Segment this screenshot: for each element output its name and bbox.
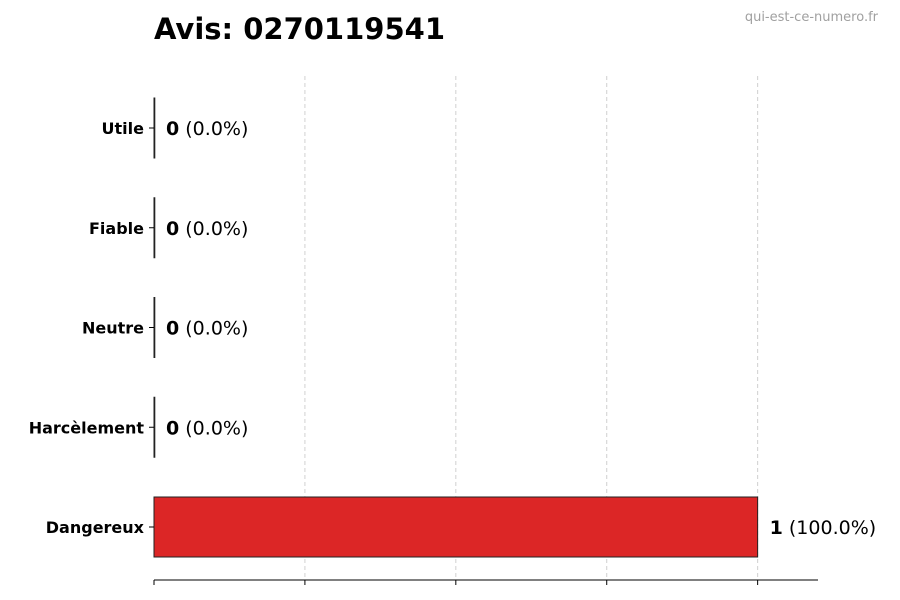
y-tick-label: Neutre bbox=[82, 319, 144, 338]
bar-dangereux bbox=[153, 496, 759, 558]
data-label: 0 (0.0%) bbox=[166, 118, 248, 140]
bar-fiable bbox=[153, 197, 156, 259]
data-label-pct: (0.0%) bbox=[179, 318, 248, 340]
bar-utile bbox=[153, 97, 156, 159]
y-tick-label: Harcèlement bbox=[29, 418, 145, 437]
data-label: 0 (0.0%) bbox=[166, 417, 248, 439]
data-label-count: 0 bbox=[166, 218, 179, 240]
data-label-pct: (0.0%) bbox=[179, 118, 248, 140]
data-label-pct: (0.0%) bbox=[179, 218, 248, 240]
chart-title: Avis: 0270119541 bbox=[154, 12, 445, 46]
bar-neutre bbox=[153, 297, 156, 358]
y-tick-label: Utile bbox=[102, 119, 145, 138]
data-label-count: 1 bbox=[770, 517, 783, 539]
watermark: qui-est-ce-numero.fr bbox=[744, 10, 878, 25]
y-tick-label: Fiable bbox=[89, 219, 144, 238]
bar-harcèlement bbox=[153, 396, 156, 458]
data-label: 1 (100.0%) bbox=[770, 517, 877, 539]
data-label-pct: (100.0%) bbox=[783, 517, 876, 539]
data-label: 0 (0.0%) bbox=[166, 218, 248, 240]
data-label-pct: (0.0%) bbox=[179, 417, 248, 439]
data-label-count: 0 bbox=[166, 417, 179, 439]
data-label: 0 (0.0%) bbox=[166, 318, 248, 340]
data-label-count: 0 bbox=[166, 318, 179, 340]
y-tick-label: Dangereux bbox=[46, 518, 145, 537]
data-label-count: 0 bbox=[166, 118, 179, 140]
